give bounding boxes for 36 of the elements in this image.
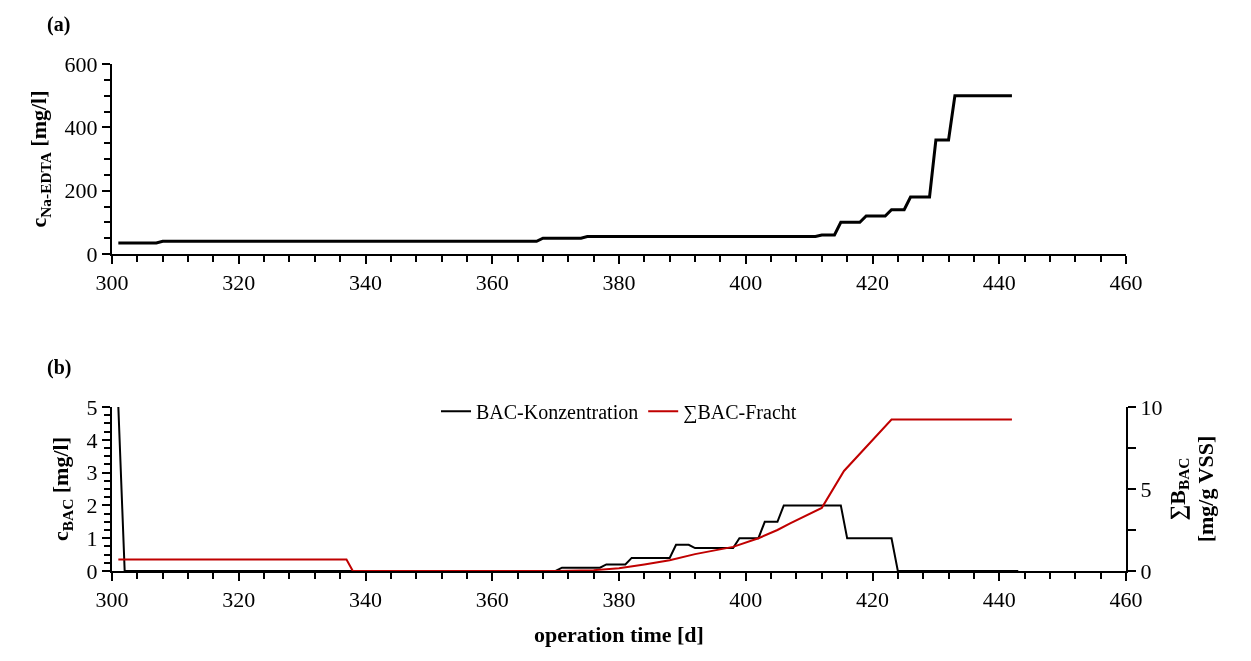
x-tick-label: 400 (729, 270, 763, 296)
x-tick-label: 380 (602, 587, 636, 613)
y-tick-label: 400 (64, 115, 98, 141)
x-tick-label: 300 (95, 587, 129, 613)
x-tick-label: 340 (349, 587, 382, 613)
x-tick-label: 460 (1109, 587, 1143, 613)
x-tick-label: 360 (475, 270, 509, 296)
y-tick-label: 600 (64, 51, 98, 77)
x-tick-label: 340 (349, 270, 382, 296)
chart-title: (b) (47, 356, 72, 379)
x-tick-label: 440 (982, 587, 1016, 613)
y2-tick-label: 0 (1140, 558, 1152, 584)
x-tick-label: 440 (982, 270, 1016, 296)
legend-label: BAC-Konzentration (476, 400, 639, 423)
y-tick-label: 4 (86, 427, 98, 453)
y2-tick-label: 10 (1140, 394, 1163, 420)
x-tick-label: 420 (856, 270, 889, 296)
chart-title: (a) (47, 13, 71, 36)
y-tick-label: 3 (86, 460, 98, 486)
y-tick-label: 2 (86, 493, 98, 519)
legend-label: ∑BAC-Fracht (683, 400, 797, 424)
y-tick-label: 0 (86, 241, 98, 267)
y-tick-label: 5 (86, 394, 98, 420)
x-tick-label: 300 (95, 270, 129, 296)
x-tick-label: 360 (475, 587, 509, 613)
x-tick-label: 320 (222, 270, 256, 296)
y-tick-label: 1 (86, 525, 98, 551)
y2-tick-label: 5 (1140, 476, 1152, 502)
x-tick-label: 380 (602, 270, 636, 296)
y-tick-label: 0 (86, 558, 98, 584)
y-tick-label: 200 (64, 178, 98, 204)
x-tick-label: 400 (729, 587, 763, 613)
x-axis-title: operation time [d] (534, 621, 704, 647)
x-tick-label: 420 (856, 587, 889, 613)
x-tick-label: 460 (1109, 270, 1143, 296)
x-tick-label: 320 (222, 587, 256, 613)
